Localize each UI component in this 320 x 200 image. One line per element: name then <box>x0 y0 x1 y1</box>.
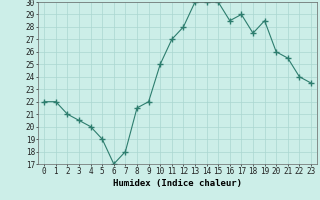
X-axis label: Humidex (Indice chaleur): Humidex (Indice chaleur) <box>113 179 242 188</box>
